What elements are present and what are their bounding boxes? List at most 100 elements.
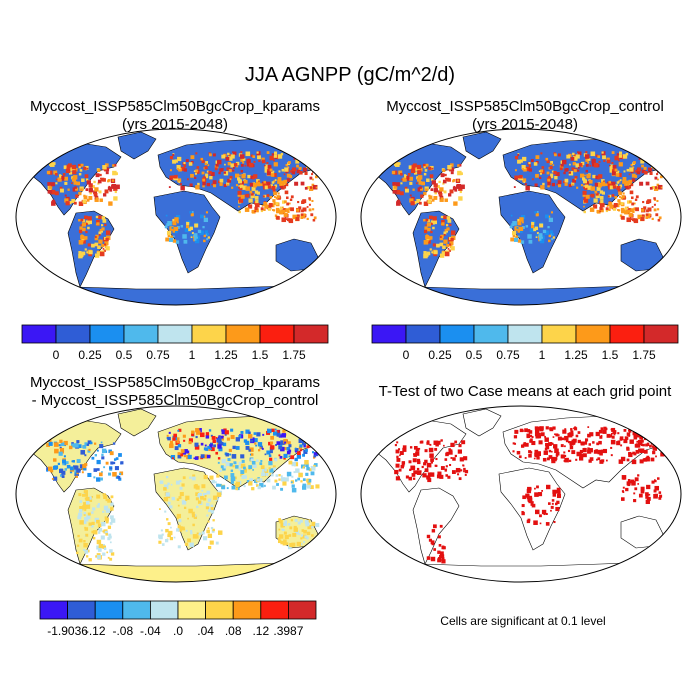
grid-cell [624, 210, 629, 215]
grid-cell [426, 441, 430, 445]
grid-cell [78, 166, 81, 169]
grid-cell [620, 444, 623, 447]
grid-cell [254, 196, 259, 200]
grid-cell [255, 483, 258, 485]
grid-cell [209, 475, 214, 480]
grid-cell [563, 451, 566, 454]
grid-cell [93, 192, 98, 197]
grid-cell [270, 173, 275, 177]
greenland-landmass [117, 131, 157, 160]
grid-cell [300, 464, 305, 469]
grid-cell [293, 153, 298, 158]
grid-cell [657, 151, 662, 156]
grid-cell [85, 222, 88, 225]
grid-cell [583, 179, 587, 184]
grid-cell [268, 202, 273, 207]
grid-cell [609, 166, 613, 170]
grid-cell [655, 455, 657, 458]
grid-cell [654, 151, 659, 156]
grid-cell [180, 453, 184, 457]
grid-cell [314, 175, 318, 179]
grid-cell [271, 153, 274, 156]
colorbar-swatch [21, 324, 57, 344]
grid-cell [616, 441, 621, 446]
grid-cell [647, 207, 652, 212]
grid-cell [397, 162, 401, 166]
grid-cell [230, 476, 236, 482]
grid-cell [173, 229, 178, 234]
grid-cell [398, 170, 403, 175]
grid-cell [412, 458, 417, 463]
colorbar-tick-label: .3987 [273, 624, 303, 638]
grid-cell [206, 232, 209, 236]
grid-cell [223, 475, 228, 480]
colorbar-swatch [293, 324, 329, 344]
grid-cell [448, 249, 451, 252]
grid-cell [191, 232, 194, 235]
grid-cell [654, 186, 658, 189]
grid-cell [194, 223, 199, 228]
grid-cell [205, 173, 209, 177]
grid-cell [626, 217, 632, 223]
grid-cell [627, 208, 632, 212]
grid-cell [59, 468, 64, 474]
grid-cell [96, 554, 101, 559]
grid-cell [536, 211, 539, 213]
colorbar-swatch [39, 600, 69, 620]
grid-cell [168, 530, 173, 536]
grid-cell [447, 247, 450, 250]
grid-cell [176, 528, 180, 532]
grid-cell [200, 157, 204, 161]
grid-cell [641, 169, 646, 174]
grid-cell [617, 199, 621, 203]
grid-cell [202, 492, 207, 497]
grid-cell [80, 163, 84, 167]
grid-cell [94, 454, 97, 457]
colorbar-swatch [89, 324, 125, 344]
grid-cell [76, 440, 80, 444]
grid-cell [173, 433, 177, 438]
grid-cell [542, 457, 547, 462]
grid-cell [658, 443, 662, 447]
grid-cell [612, 207, 616, 211]
grid-cell [657, 184, 663, 190]
grid-cell [289, 542, 294, 548]
grid-cell [614, 168, 618, 172]
grid-cell [622, 486, 625, 489]
grid-cell [258, 180, 260, 183]
grid-cell [98, 231, 102, 235]
grid-cell [549, 165, 553, 170]
grid-cell [85, 500, 90, 505]
grid-cell [293, 471, 296, 474]
grid-cell [159, 481, 161, 483]
grid-cell [173, 536, 176, 539]
grid-cell [405, 475, 409, 479]
grid-cell [167, 522, 171, 526]
grid-cell [91, 495, 94, 498]
grid-cell [517, 159, 522, 164]
grid-cell [173, 226, 179, 231]
grid-cell [88, 558, 92, 562]
grid-cell [158, 534, 162, 538]
grid-cell [180, 185, 185, 191]
grid-cell [217, 457, 221, 460]
grid-cell [166, 230, 172, 236]
grid-cell [580, 441, 585, 446]
grid-cell [83, 521, 87, 524]
grid-cell [545, 426, 549, 430]
grid-cell [290, 207, 294, 212]
grid-cell [235, 184, 239, 187]
grid-cell [528, 168, 532, 172]
grid-cell [161, 543, 165, 546]
grid-cell [601, 151, 604, 154]
grid-cell [582, 453, 587, 458]
grid-cell [540, 169, 544, 173]
grid-cell [78, 219, 81, 222]
grid-cell [642, 157, 645, 159]
colorbar-tick-label: 0.25 [428, 348, 452, 362]
panel-title-line1: Myccost_ISSP585Clm50BgcCrop_control [386, 98, 664, 115]
colorbar-swatch [122, 600, 151, 620]
grid-cell [269, 168, 273, 172]
grid-cell [230, 480, 234, 484]
grid-cell [231, 485, 236, 490]
